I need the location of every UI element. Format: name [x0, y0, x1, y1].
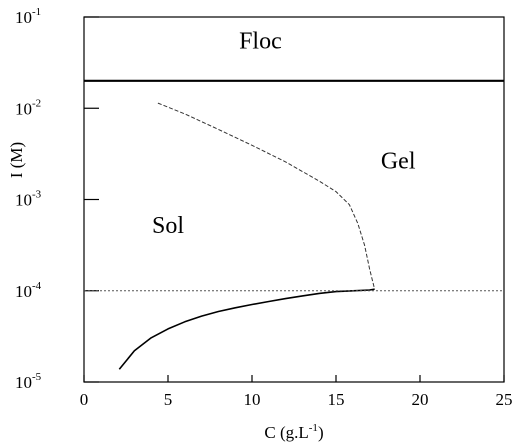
y-tick-label: 10-4 [15, 280, 42, 301]
sol-gel-boundary-lower [118, 288, 375, 370]
x-axis: 0 5 10 15 20 25 [80, 375, 513, 409]
region-labels: Floc Gel Sol [152, 29, 416, 239]
region-label-sol: Sol [152, 213, 184, 239]
region-label-floc: Floc [239, 29, 282, 55]
plot-frame [83, 16, 505, 383]
sol-gel-boundary-upper [157, 102, 376, 290]
y-tick-label: 10-3 [15, 189, 42, 210]
x-tick-label: 10 [244, 390, 261, 409]
series-layer [84, 79, 504, 370]
y-axis-title: I (M) [7, 142, 26, 178]
x-tick-label: 0 [80, 390, 89, 409]
x-tick-label: 15 [328, 390, 345, 409]
y-axis: 10-5 10-4 10-3 10-2 10-1 [15, 6, 99, 392]
x-axis-title: C (g.L-1) [264, 422, 323, 442]
x-tick-label: 25 [496, 390, 513, 409]
y-tick-label: 10-2 [15, 97, 41, 118]
y-tick-label: 10-1 [15, 6, 41, 27]
x-tick-label: 20 [412, 390, 429, 409]
x-tick-label: 5 [164, 390, 173, 409]
region-label-gel: Gel [381, 148, 416, 174]
y-tick-label: 10-5 [15, 371, 42, 392]
